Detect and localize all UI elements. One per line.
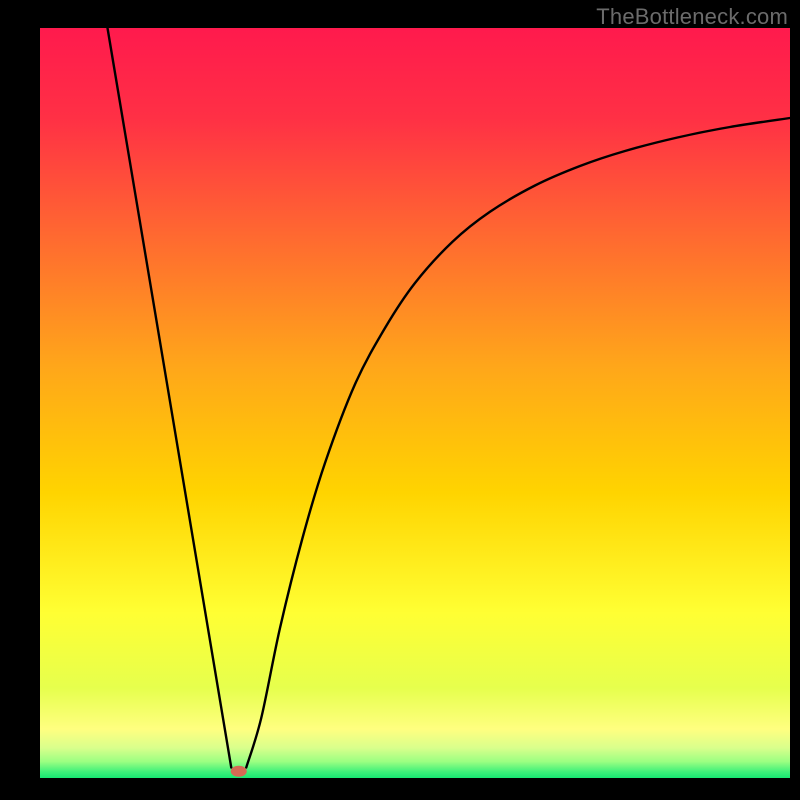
optimum-marker xyxy=(231,766,247,777)
curve-right-segment xyxy=(246,118,790,768)
curve-left-segment xyxy=(108,28,232,768)
chart-container: TheBottleneck.com xyxy=(0,0,800,800)
brand-watermark: TheBottleneck.com xyxy=(596,4,788,30)
plot-svg xyxy=(40,28,790,778)
